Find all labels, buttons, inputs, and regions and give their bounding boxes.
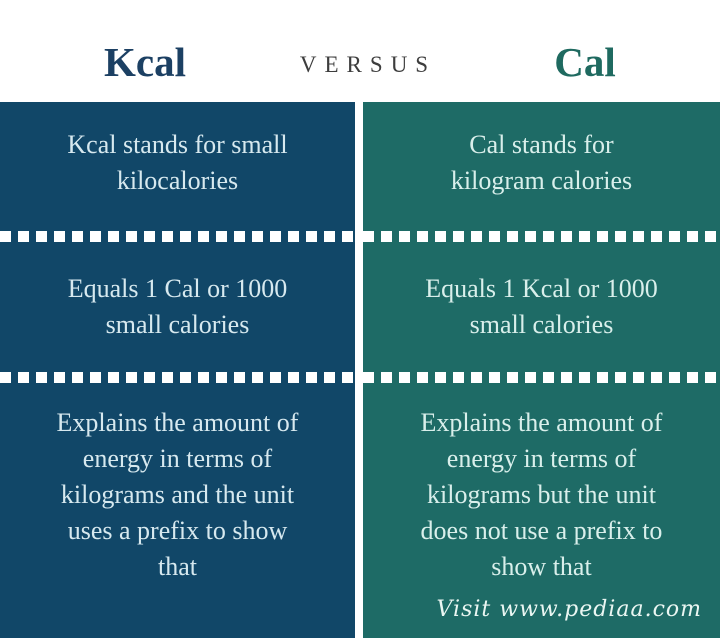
dashed-divider (363, 231, 720, 242)
column-divider (355, 102, 363, 638)
left-column: Kcal stands for small kilocalories Equal… (0, 102, 355, 638)
left-row-definition: Kcal stands for small kilocalories (67, 129, 288, 195)
versus-label: VERSUS (299, 52, 437, 77)
right-row-definition: Cal stands for kilogram calories (450, 129, 633, 195)
left-column-title: Kcal (104, 39, 186, 85)
header: Kcal VERSUS Cal (0, 0, 720, 102)
dashed-divider (363, 372, 720, 383)
left-row-explanation: Explains the amount of energy in terms o… (56, 408, 299, 581)
left-row-equivalence: Equals 1 Cal or 1000 small calories (67, 274, 288, 339)
right-row-equivalence: Equals 1 Kcal or 1000 small calories (425, 274, 658, 339)
comparison-columns: Kcal stands for small kilocalories Equal… (0, 102, 720, 638)
dashed-divider (0, 231, 355, 242)
watermark: Visit www.pediaa.com (436, 597, 702, 622)
dashed-divider (0, 372, 355, 383)
right-column: Cal stands for kilogram calories Equals … (363, 102, 720, 638)
right-row-explanation: Explains the amount of energy in terms o… (420, 408, 663, 581)
right-column-title: Cal (554, 39, 616, 85)
